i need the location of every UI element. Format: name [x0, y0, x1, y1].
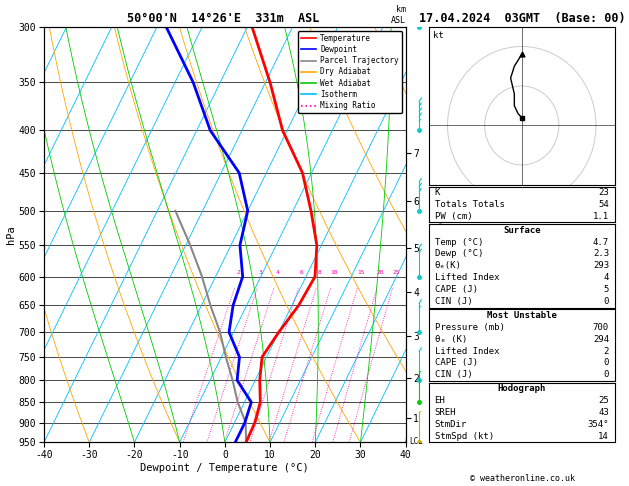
Y-axis label: hPa: hPa	[6, 225, 16, 244]
Text: 0: 0	[604, 297, 609, 306]
Text: StmDir: StmDir	[435, 420, 467, 429]
Text: 4: 4	[276, 270, 279, 275]
Legend: Temperature, Dewpoint, Parcel Trajectory, Dry Adiabat, Wet Adiabat, Isotherm, Mi: Temperature, Dewpoint, Parcel Trajectory…	[298, 31, 402, 113]
Text: LCL: LCL	[409, 436, 423, 446]
Text: 50°00'N  14°26'E  331m  ASL: 50°00'N 14°26'E 331m ASL	[127, 12, 320, 25]
Text: 25: 25	[598, 396, 609, 405]
Text: Hodograph: Hodograph	[498, 384, 546, 393]
Text: 2.3: 2.3	[593, 249, 609, 259]
Text: 4: 4	[604, 273, 609, 282]
Text: © weatheronline.co.uk: © weatheronline.co.uk	[470, 474, 574, 483]
Polygon shape	[420, 0, 422, 4]
Text: EH: EH	[435, 396, 445, 405]
Text: Dewp (°C): Dewp (°C)	[435, 249, 483, 259]
Text: θₑ(K): θₑ(K)	[435, 261, 462, 270]
Text: SREH: SREH	[435, 408, 456, 417]
Text: 294: 294	[593, 335, 609, 344]
Text: 2: 2	[604, 347, 609, 356]
Text: 4.7: 4.7	[593, 238, 609, 246]
Text: 3: 3	[259, 270, 263, 275]
Text: 54: 54	[598, 200, 609, 209]
Text: 5: 5	[604, 285, 609, 294]
Text: PW (cm): PW (cm)	[435, 212, 472, 221]
Text: 293: 293	[593, 261, 609, 270]
Text: 20: 20	[377, 270, 384, 275]
Text: θₑ (K): θₑ (K)	[435, 335, 467, 344]
Text: 25: 25	[392, 270, 399, 275]
Text: CAPE (J): CAPE (J)	[435, 359, 477, 367]
Text: Lifted Index: Lifted Index	[435, 273, 499, 282]
Text: 10: 10	[330, 270, 338, 275]
Text: 2: 2	[237, 270, 240, 275]
Text: 17.04.2024  03GMT  (Base: 00): 17.04.2024 03GMT (Base: 00)	[419, 12, 625, 25]
Text: 23: 23	[598, 188, 609, 197]
Text: 6: 6	[300, 270, 304, 275]
Text: 354°: 354°	[587, 420, 609, 429]
Text: 15: 15	[357, 270, 365, 275]
Text: Most Unstable: Most Unstable	[487, 311, 557, 320]
Text: Lifted Index: Lifted Index	[435, 347, 499, 356]
Text: 14: 14	[598, 432, 609, 441]
Text: Mixing Ratio (g/kg): Mixing Ratio (g/kg)	[437, 187, 447, 282]
Text: K: K	[435, 188, 440, 197]
Text: Temp (°C): Temp (°C)	[435, 238, 483, 246]
Text: CAPE (J): CAPE (J)	[435, 285, 477, 294]
Text: kt: kt	[433, 32, 443, 40]
X-axis label: Dewpoint / Temperature (°C): Dewpoint / Temperature (°C)	[140, 463, 309, 473]
Text: Surface: Surface	[503, 226, 540, 235]
Text: CIN (J): CIN (J)	[435, 297, 472, 306]
Text: StmSpd (kt): StmSpd (kt)	[435, 432, 494, 441]
Text: 8: 8	[318, 270, 322, 275]
Text: Totals Totals: Totals Totals	[435, 200, 504, 209]
Text: 0: 0	[604, 359, 609, 367]
Text: 0: 0	[604, 370, 609, 380]
Text: km
ASL: km ASL	[391, 5, 406, 25]
Text: Pressure (mb): Pressure (mb)	[435, 323, 504, 332]
Text: 700: 700	[593, 323, 609, 332]
Text: 43: 43	[598, 408, 609, 417]
Text: CIN (J): CIN (J)	[435, 370, 472, 380]
Text: 1.1: 1.1	[593, 212, 609, 221]
